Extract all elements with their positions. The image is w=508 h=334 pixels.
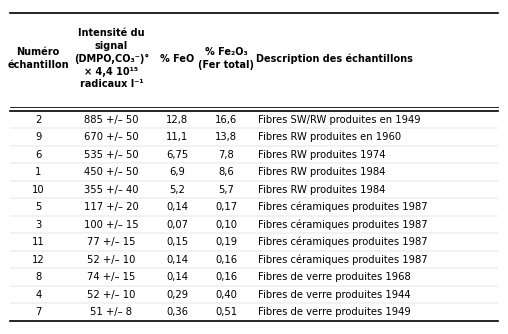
Text: 0,17: 0,17: [215, 202, 237, 212]
Text: 13,8: 13,8: [215, 132, 237, 142]
Text: 0,15: 0,15: [166, 237, 188, 247]
Text: % FeO: % FeO: [160, 54, 195, 64]
Text: 16,6: 16,6: [215, 115, 237, 125]
Text: 7,8: 7,8: [218, 150, 234, 160]
Text: % Fe₂O₃
(Fer total): % Fe₂O₃ (Fer total): [198, 47, 254, 70]
Text: 0,14: 0,14: [166, 272, 188, 282]
Text: 0,19: 0,19: [215, 237, 237, 247]
Text: 2: 2: [35, 115, 41, 125]
Text: Fibres RW produites 1974: Fibres RW produites 1974: [258, 150, 386, 160]
Text: 6: 6: [35, 150, 41, 160]
Text: Description des échantillons: Description des échantillons: [257, 53, 414, 64]
Text: Fibres de verre produites 1944: Fibres de verre produites 1944: [258, 290, 410, 300]
Text: 12,8: 12,8: [166, 115, 188, 125]
Text: 0,29: 0,29: [166, 290, 188, 300]
Text: 8,6: 8,6: [218, 167, 234, 177]
Text: 6,75: 6,75: [166, 150, 188, 160]
Text: 100 +/– 15: 100 +/– 15: [84, 220, 139, 230]
Text: Fibres céramiques produites 1987: Fibres céramiques produites 1987: [258, 237, 428, 247]
Text: 0,16: 0,16: [215, 272, 237, 282]
Text: 7: 7: [35, 307, 41, 317]
Text: 450 +/– 50: 450 +/– 50: [84, 167, 139, 177]
Text: 885 +/– 50: 885 +/– 50: [84, 115, 139, 125]
Text: 77 +/– 15: 77 +/– 15: [87, 237, 136, 247]
Text: 0,14: 0,14: [166, 202, 188, 212]
Text: 11: 11: [32, 237, 45, 247]
Text: Fibres RW produites 1984: Fibres RW produites 1984: [258, 185, 385, 195]
Text: 0,14: 0,14: [166, 255, 188, 265]
Text: 10: 10: [32, 185, 45, 195]
Text: 0,07: 0,07: [166, 220, 188, 230]
Text: Fibres de verre produites 1949: Fibres de verre produites 1949: [258, 307, 410, 317]
Text: 0,16: 0,16: [215, 255, 237, 265]
Text: Fibres céramiques produites 1987: Fibres céramiques produites 1987: [258, 202, 428, 212]
Text: 0,36: 0,36: [166, 307, 188, 317]
Text: Fibres céramiques produites 1987: Fibres céramiques produites 1987: [258, 255, 428, 265]
Text: 0,10: 0,10: [215, 220, 237, 230]
Text: 12: 12: [32, 255, 45, 265]
Text: 74 +/– 15: 74 +/– 15: [87, 272, 136, 282]
Text: 4: 4: [35, 290, 41, 300]
Text: Fibres RW produites en 1960: Fibres RW produites en 1960: [258, 132, 401, 142]
Text: 8: 8: [35, 272, 41, 282]
Text: 535 +/– 50: 535 +/– 50: [84, 150, 139, 160]
Text: Numéro
échantillon: Numéro échantillon: [8, 47, 69, 70]
Text: Fibres de verre produites 1968: Fibres de verre produites 1968: [258, 272, 410, 282]
Text: 3: 3: [35, 220, 41, 230]
Text: Intensité du
signal
(DMPO,CO₃⁻)°
× 4,4 10¹⁵
radicaux l⁻¹: Intensité du signal (DMPO,CO₃⁻)° × 4,4 1…: [74, 28, 149, 90]
Text: 117 +/– 20: 117 +/– 20: [84, 202, 139, 212]
Text: 9: 9: [35, 132, 41, 142]
Text: 5,2: 5,2: [169, 185, 185, 195]
Text: 670 +/– 50: 670 +/– 50: [84, 132, 139, 142]
Text: Fibres céramiques produites 1987: Fibres céramiques produites 1987: [258, 219, 428, 230]
Text: Fibres RW produites 1984: Fibres RW produites 1984: [258, 167, 385, 177]
Text: 51 +/– 8: 51 +/– 8: [90, 307, 133, 317]
Text: 1: 1: [35, 167, 41, 177]
Text: 6,9: 6,9: [169, 167, 185, 177]
Text: 11,1: 11,1: [166, 132, 188, 142]
Text: Fibres SW/RW produites en 1949: Fibres SW/RW produites en 1949: [258, 115, 421, 125]
Text: 5: 5: [35, 202, 41, 212]
Text: 0,40: 0,40: [215, 290, 237, 300]
Text: 5,7: 5,7: [218, 185, 234, 195]
Text: 0,51: 0,51: [215, 307, 237, 317]
Text: 52 +/– 10: 52 +/– 10: [87, 255, 136, 265]
Text: 355 +/– 40: 355 +/– 40: [84, 185, 139, 195]
Text: 52 +/– 10: 52 +/– 10: [87, 290, 136, 300]
